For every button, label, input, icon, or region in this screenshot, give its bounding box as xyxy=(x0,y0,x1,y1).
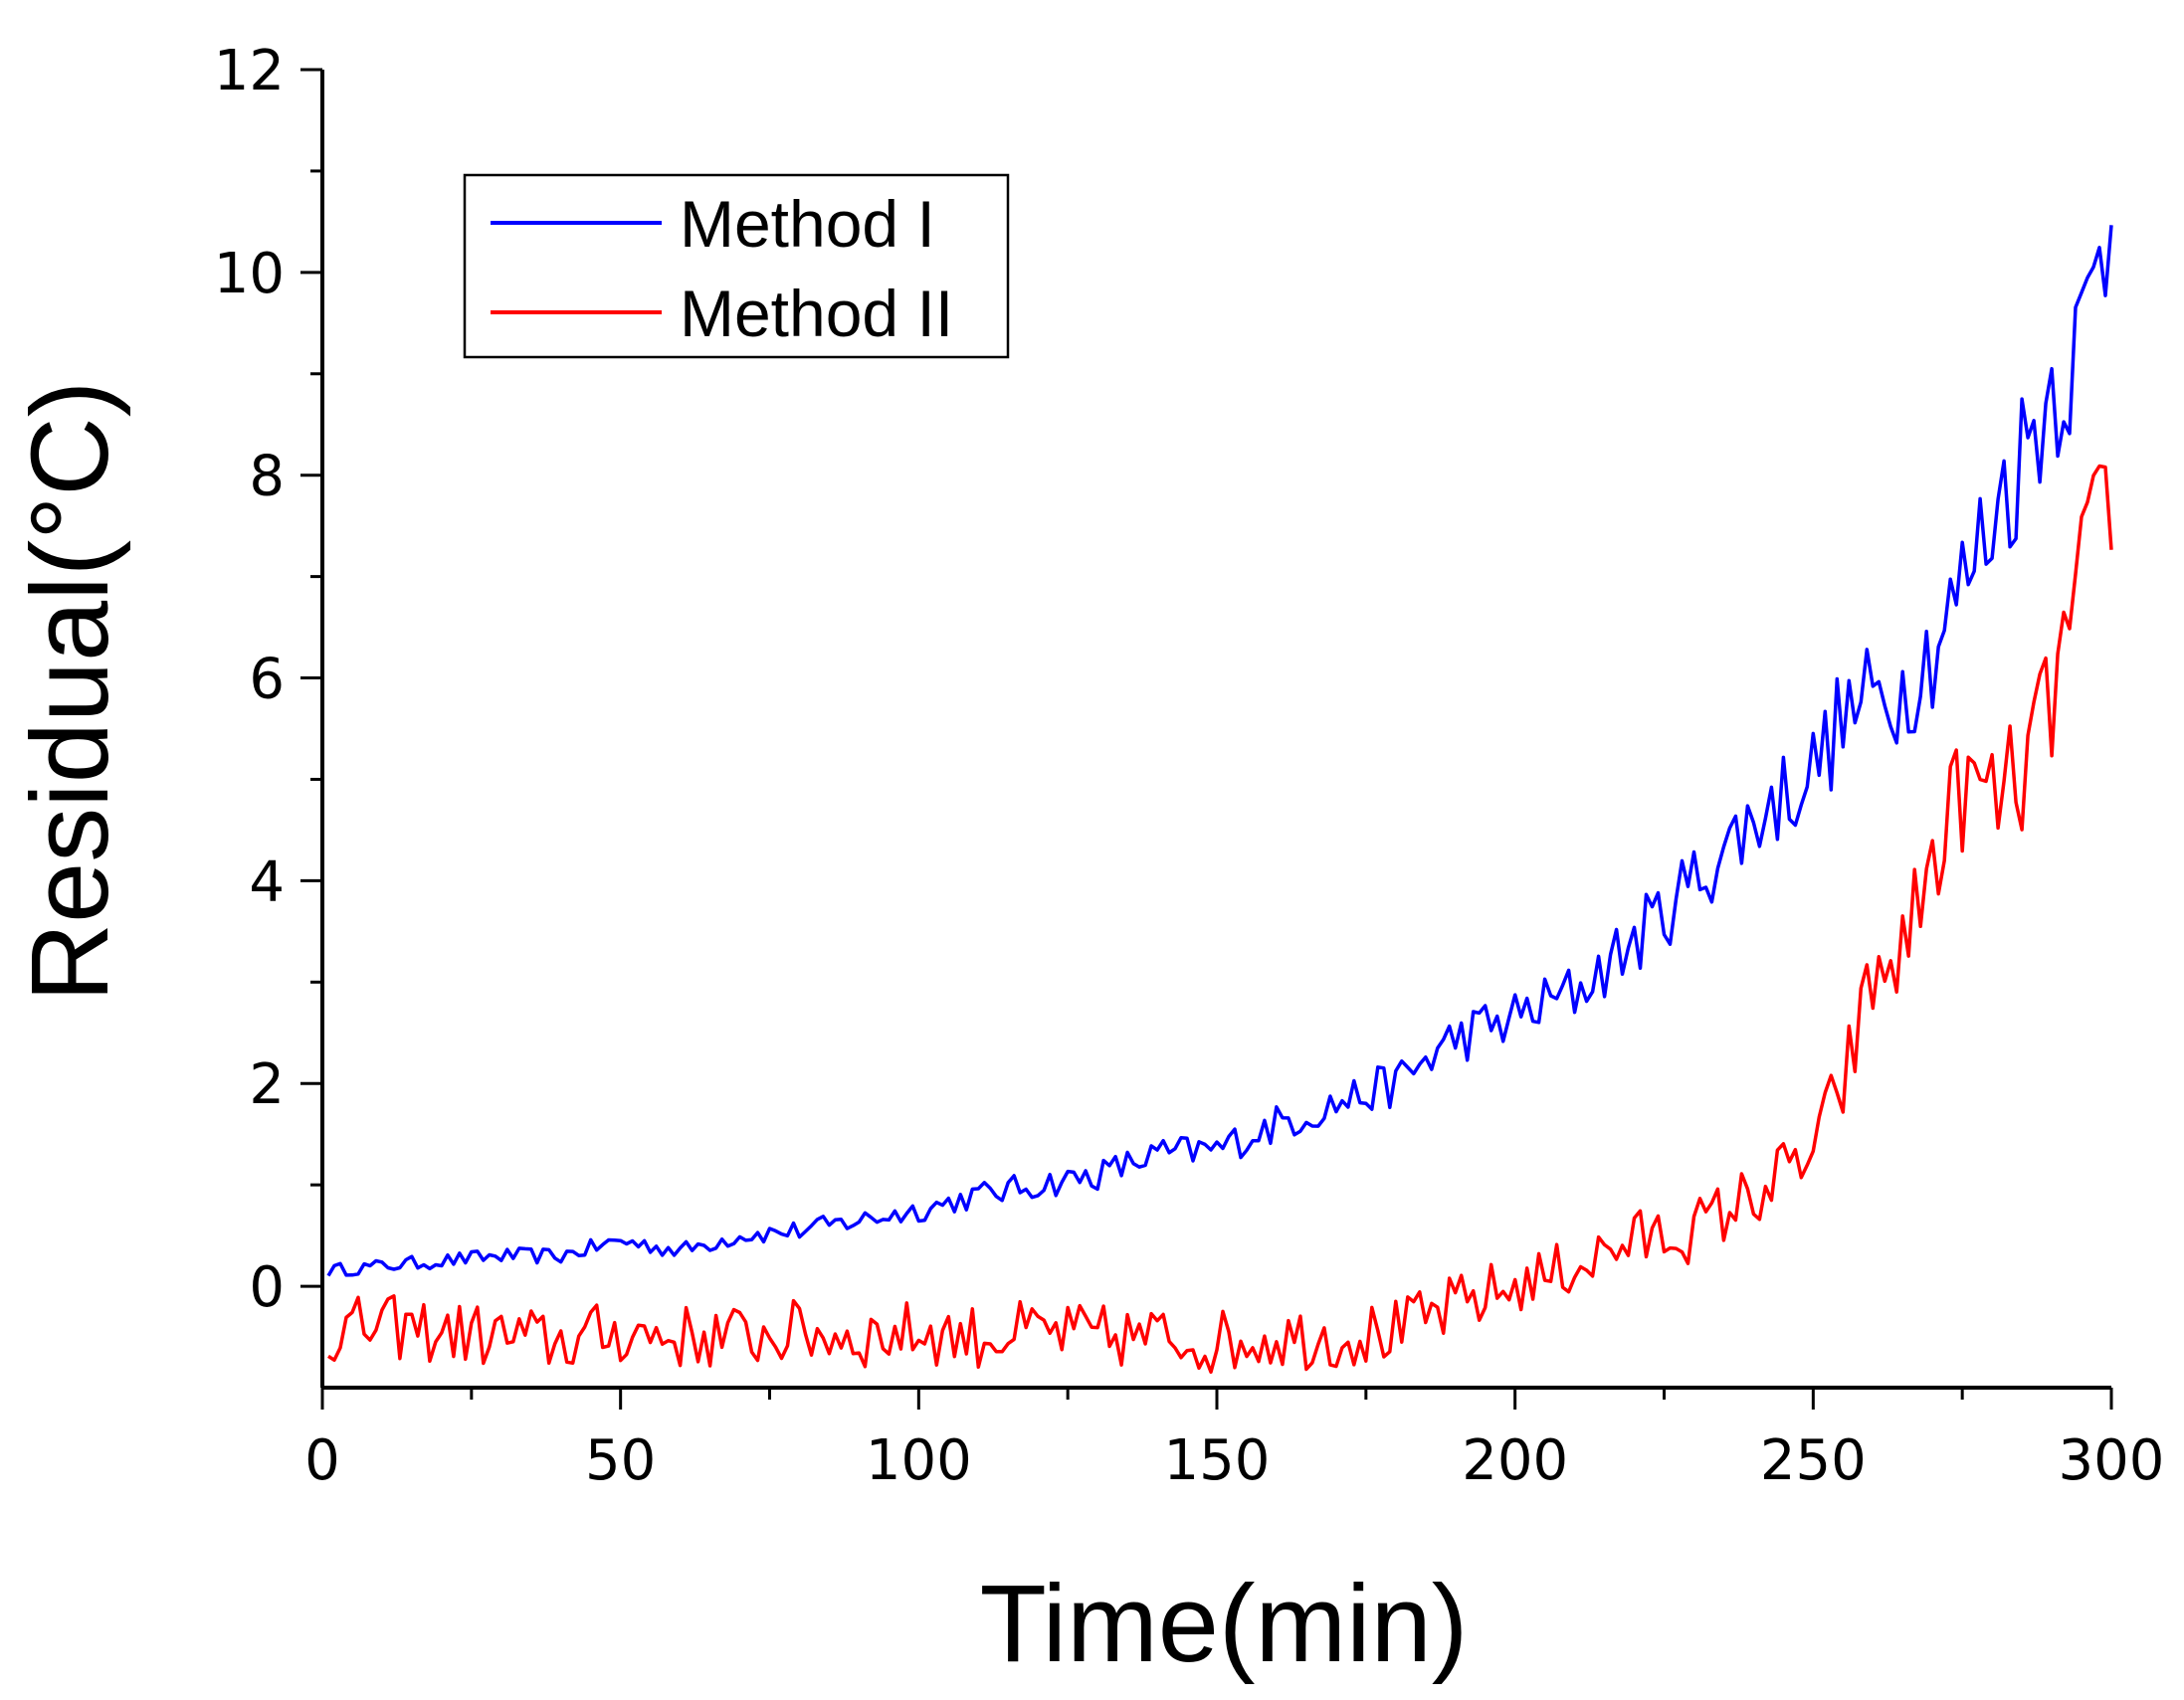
y-tick-label: 8 xyxy=(249,445,285,509)
x-tick-label: 250 xyxy=(1760,1428,1867,1493)
x-tick-label: 100 xyxy=(866,1428,972,1493)
y-tick-label: 12 xyxy=(214,39,285,103)
legend-label-method-i: Method I xyxy=(680,187,935,261)
y-axis-title: Residual(°C) xyxy=(9,381,131,1003)
x-tick-label: 200 xyxy=(1462,1428,1568,1493)
axes: 0 50 100 150 200 250 300 0 2 4 6 8 10 12 xyxy=(214,39,2165,1493)
legend: Method I Method II xyxy=(463,173,1010,359)
x-tick-label: 150 xyxy=(1164,1428,1271,1493)
series-line-method-ii xyxy=(327,464,2113,1375)
y-tick-label: 6 xyxy=(249,648,285,712)
y-tick-label: 0 xyxy=(249,1255,285,1320)
x-tick-label: 300 xyxy=(2059,1428,2165,1493)
y-tick-label: 10 xyxy=(214,242,285,306)
series-layer xyxy=(326,225,2113,1375)
legend-label-method-ii: Method II xyxy=(680,277,953,350)
legend-box xyxy=(463,173,1010,359)
y-tick-label: 2 xyxy=(249,1052,285,1117)
x-axis-title: Time(min) xyxy=(980,1563,1469,1685)
x-tick-label: 50 xyxy=(585,1428,656,1493)
series-line-method-i xyxy=(326,225,2113,1277)
x-tick-label: 0 xyxy=(304,1428,340,1493)
y-tick-label: 4 xyxy=(249,850,285,914)
